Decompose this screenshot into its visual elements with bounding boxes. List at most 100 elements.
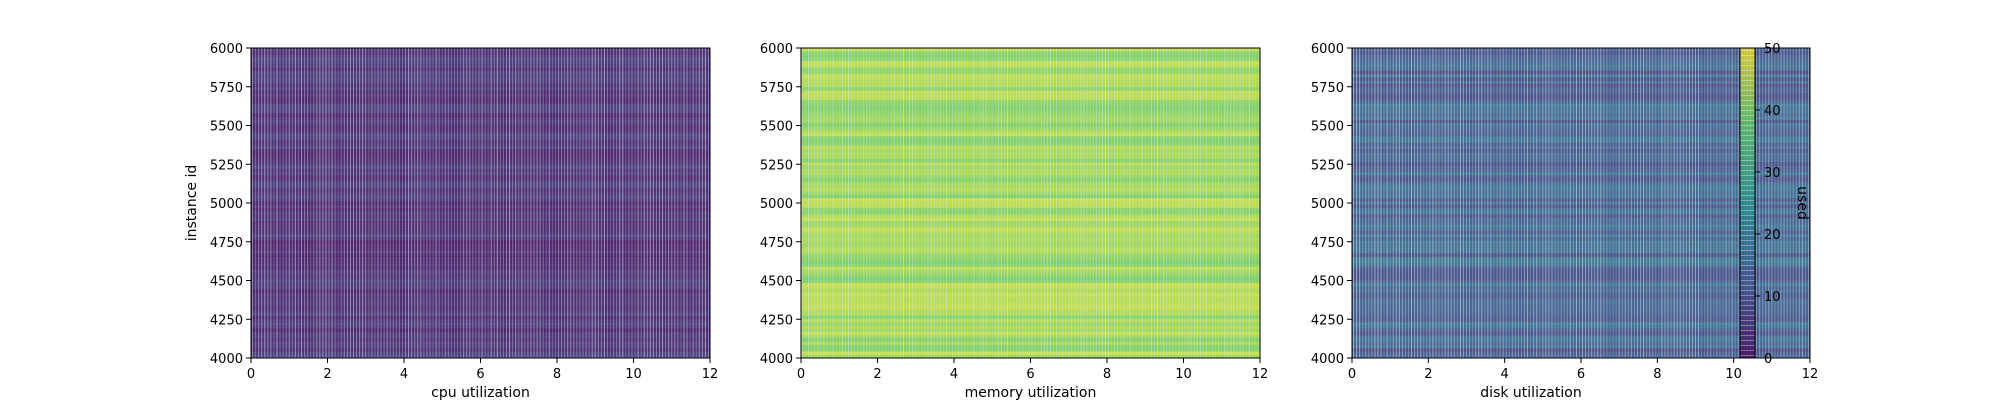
heatmap-row: [801, 181, 1260, 186]
y-tick-label: 5500: [1311, 120, 1344, 135]
heatmap-row: [1352, 315, 1810, 320]
heatmap-row: [801, 90, 1260, 94]
x-tick-label: 2: [873, 367, 881, 382]
heatmap-row: [801, 289, 1260, 294]
heatmap-row: [801, 119, 1260, 124]
heatmap-row: [801, 344, 1260, 349]
heatmap-row: [1352, 113, 1810, 117]
heatmap-row: [801, 312, 1260, 316]
heatmap-row: [1352, 57, 1810, 62]
heatmap-row: [1352, 292, 1810, 297]
y-tick-label: 5750: [760, 81, 793, 96]
heatmap-row: [801, 243, 1260, 248]
heatmap-row: [1352, 240, 1810, 245]
heatmap-row: [1352, 243, 1810, 248]
heatmap-row: [1352, 217, 1810, 222]
heatmap-row: [251, 113, 710, 117]
heatmap-row: [1352, 230, 1810, 235]
heatmap-row: [801, 338, 1260, 342]
heatmap-row: [1352, 335, 1810, 339]
heatmap-row: [251, 315, 710, 320]
heatmap-row: [801, 139, 1260, 143]
heatmap-row: [801, 309, 1260, 313]
heatmap-row: [801, 269, 1260, 274]
heatmap-row: [251, 312, 710, 316]
heatmap-row: [1352, 126, 1810, 130]
heatmap-row: [1352, 106, 1810, 111]
heatmap-row: [1352, 256, 1810, 261]
heatmap-row: [251, 299, 710, 303]
heatmap-row: [251, 227, 710, 232]
heatmap-row: [1352, 351, 1810, 356]
y-tick-label: 5000: [1311, 197, 1344, 212]
heatmap-row: [801, 178, 1260, 183]
heatmap-row: [801, 87, 1260, 91]
heatmap-row: [801, 227, 1260, 232]
x-tick-label: 0: [1348, 367, 1356, 382]
heatmap-row: [251, 220, 710, 225]
heatmap-row: [801, 305, 1260, 310]
heatmap-row: [1352, 214, 1810, 218]
heatmap-row: [1352, 54, 1810, 59]
x-axis-ticks-cpu: 0 2 4 6 8 10 12: [247, 358, 718, 382]
heatmap-row: [801, 351, 1260, 356]
colorbar-tick-label: 10: [1764, 290, 1781, 305]
heatmap-row: [801, 230, 1260, 235]
heatmap-row: [251, 110, 710, 114]
colorbar-tick-label: 40: [1764, 104, 1781, 119]
x-tick-label: 0: [247, 367, 255, 382]
heatmap-row: [801, 142, 1260, 147]
heatmap-row: [251, 54, 710, 59]
heatmap-row: [251, 266, 710, 271]
heatmap-row: [801, 136, 1260, 140]
x-tick-label: 4: [1501, 367, 1509, 382]
heatmap-row: [251, 74, 710, 78]
heatmap-row: [801, 253, 1260, 258]
heatmap-row: [801, 191, 1260, 196]
y-tick-label: 4000: [210, 352, 243, 367]
heatmap-row: [251, 230, 710, 235]
heatmap-row: [1352, 175, 1810, 179]
x-tick-label: 8: [553, 367, 561, 382]
colorbar-frame: [1739, 47, 1756, 359]
colorbar-ticks: 0 10 20 30 40 50: [1755, 42, 1781, 367]
panel-memory: 0 2 4 6 8 10 12 4000 4250 4500 4750 5000 5250 5500 57…: [760, 42, 1268, 400]
x-axis-label-cpu: cpu utilization: [431, 385, 530, 400]
heatmap-cpu: [250, 47, 711, 359]
heatmap-memory: [800, 47, 1261, 359]
heatmap-row: [1352, 64, 1810, 68]
y-tick-label: 4750: [760, 236, 793, 251]
heatmap-row: [251, 168, 710, 173]
x-tick-label: 4: [950, 367, 958, 382]
heatmap-row: [1352, 204, 1810, 209]
heatmap-row: [251, 142, 710, 147]
heatmap-row: [801, 188, 1260, 192]
heatmap-row: [1352, 165, 1810, 170]
heatmap-row: [801, 123, 1260, 127]
heatmap-row: [1352, 142, 1810, 147]
colorbar: 0 10 20 30 40 50 used: [1739, 42, 1810, 367]
heatmap-row: [1352, 220, 1810, 225]
heatmap-row: [251, 93, 710, 98]
heatmap-row: [801, 331, 1260, 336]
heatmap-row: [801, 273, 1260, 277]
heatmap-row: [251, 119, 710, 124]
heatmap-row: [1352, 237, 1810, 241]
heatmap-row: [801, 116, 1260, 121]
heatmap-row: [801, 149, 1260, 153]
heatmap-row: [1352, 318, 1810, 323]
heatmap-row: [251, 234, 710, 238]
colorbar-tick-label: 20: [1764, 228, 1781, 243]
y-tick-label: 4500: [1311, 275, 1344, 290]
heatmap-row: [1352, 286, 1810, 290]
y-axis-ticks-cpu: 4000 4250 4500 4750 5000 5250 5500 5750 6000: [210, 42, 251, 367]
heatmap-row: [1352, 211, 1810, 215]
y-tick-label: 4000: [760, 352, 793, 367]
heatmap-row: [801, 256, 1260, 261]
x-tick-label: 8: [1103, 367, 1111, 382]
heatmap-row: [251, 126, 710, 130]
heatmap-row: [801, 335, 1260, 339]
heatmap-row: [1352, 312, 1810, 316]
x-tick-label: 10: [1725, 367, 1742, 382]
